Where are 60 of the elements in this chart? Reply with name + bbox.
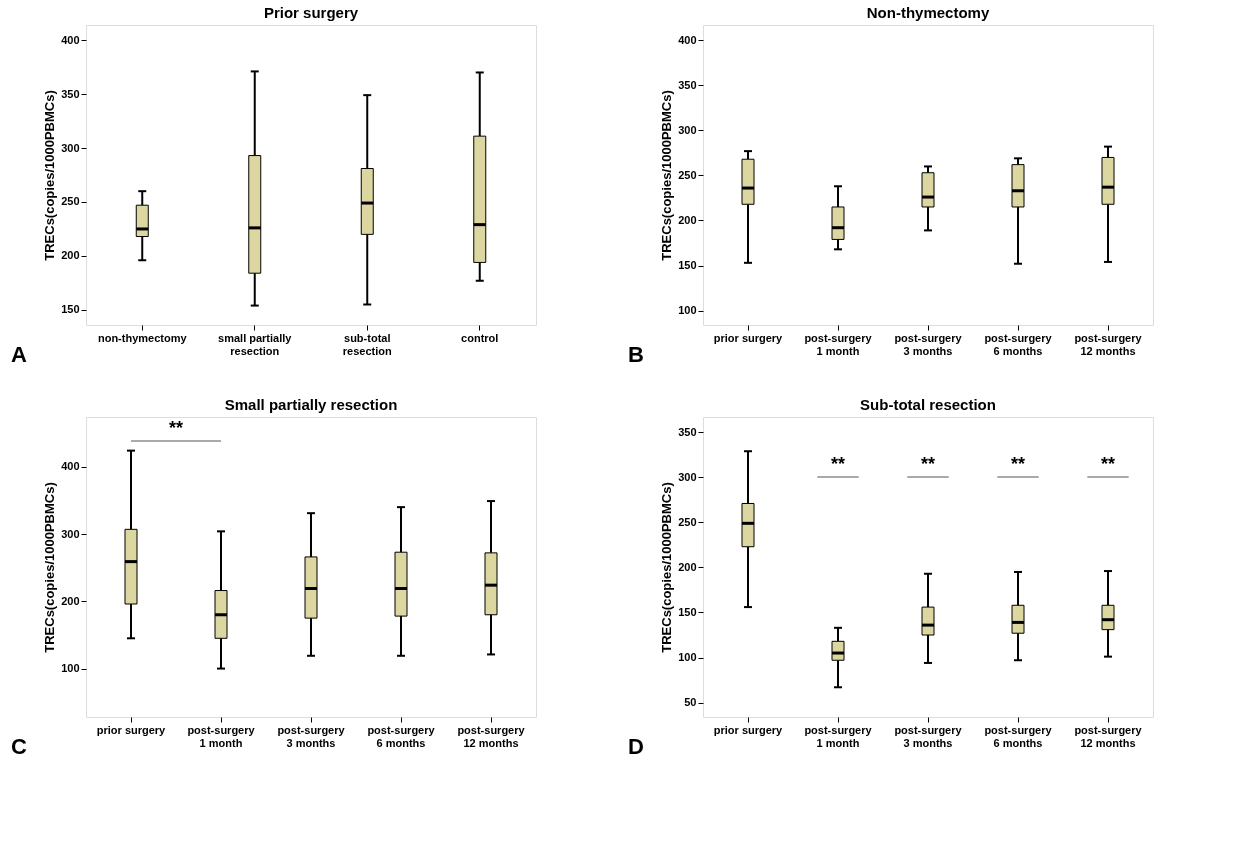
text: A [11, 342, 27, 367]
y-tick-label: 400 [61, 33, 80, 46]
annotation: ** [1010, 454, 1026, 474]
y-tick-label: 50 [684, 696, 697, 709]
x-tick-label: post-surgery 6 months [984, 723, 1053, 749]
y-tick-label: 400 [61, 460, 80, 473]
x-tick-label: post-surgery 12 months [1074, 331, 1143, 357]
y-tick-label: 200 [678, 214, 697, 226]
x-tick-label: post-surgery 6 months [984, 331, 1053, 357]
y-axis-title: TRECs(copies/1000PBMCs) [42, 90, 58, 261]
y-tick-label: 150 [61, 303, 80, 316]
y-tick-label: 300 [678, 470, 697, 483]
x-tick-label: post-surgery 3 months [894, 331, 963, 357]
y-axis-title: TRECs(copies/1000PBMCs) [659, 482, 675, 653]
annotation: ** [168, 418, 184, 438]
text: D [628, 734, 644, 759]
y-axis-title: TRECs(copies/1000PBMCs) [42, 482, 58, 653]
annotation: ** [830, 454, 846, 474]
x-tick-label: post-surgery 6 months [367, 723, 436, 749]
y-tick-label: 300 [678, 123, 697, 136]
x-tick-label: prior surgery [713, 723, 784, 736]
text: B [628, 342, 644, 367]
y-tick-label: 250 [678, 515, 697, 528]
chart-title: Sub-total resection [860, 396, 996, 413]
y-tick-label: 200 [61, 594, 80, 607]
y-tick-label: 350 [678, 78, 697, 91]
annotation: ** [920, 454, 936, 474]
annotation: ** [1100, 454, 1116, 474]
x-tick-label: sub-total resection [342, 331, 392, 357]
y-tick-label: 300 [61, 141, 80, 154]
x-tick-label: post-surgery 1 month [804, 723, 873, 749]
x-tick-label: prior surgery [96, 723, 167, 736]
y-tick-label: 200 [61, 249, 80, 262]
x-tick-label: small partially resection [218, 331, 293, 357]
x-tick-label: control [461, 331, 499, 344]
y-tick-label: 250 [678, 168, 697, 181]
x-tick-label: post-surgery 3 months [894, 723, 963, 749]
y-tick-label: 100 [678, 304, 697, 317]
x-tick-label: post-surgery 1 month [804, 331, 873, 357]
x-tick-label: post-surgery 3 months [277, 723, 346, 749]
y-tick-label: 150 [678, 606, 697, 618]
y-tick-label: 250 [61, 195, 80, 208]
x-tick-label: non-thymectomy [97, 331, 188, 344]
y-tick-label: 150 [678, 259, 697, 272]
x-tick-label: post-surgery 1 month [187, 723, 256, 749]
y-axis-title: TRECs(copies/1000PBMCs) [659, 90, 675, 261]
chart-title: Prior surgery [263, 4, 359, 21]
y-tick-label: 400 [678, 33, 697, 46]
chart-title: Non-thymectomy [866, 4, 990, 21]
y-tick-label: 100 [678, 651, 697, 664]
y-tick-label: 200 [678, 560, 697, 573]
x-tick-label: post-surgery 12 months [1074, 723, 1143, 749]
y-tick-label: 350 [678, 425, 697, 438]
text: C [11, 734, 27, 759]
y-tick-label: 100 [61, 662, 80, 675]
y-tick-label: 350 [61, 87, 80, 100]
chart-title: Small partially resection [224, 396, 398, 413]
x-tick-label: prior surgery [713, 331, 784, 344]
y-tick-label: 300 [61, 527, 80, 540]
x-tick-label: post-surgery 12 months [457, 723, 526, 749]
